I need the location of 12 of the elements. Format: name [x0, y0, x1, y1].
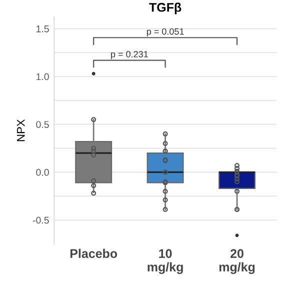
x-tick-label: 20 mg/kg: [219, 249, 255, 274]
chart-title: TGFβ: [149, 2, 182, 14]
y-tick-label: 0.0: [36, 168, 49, 176]
y-tick-label: 1.5: [36, 26, 49, 32]
annotation: p = 0.231: [111, 50, 148, 60]
y-tick-label: -0.5: [32, 216, 49, 224]
y-tick-label: 1.0: [36, 73, 49, 80]
x-tick-label: 10 mg/kg: [148, 249, 183, 274]
x-tick-label: Placebo: [70, 248, 118, 258]
y-tick-label: 0.5: [36, 121, 49, 128]
annotation: p = 0.051: [146, 28, 184, 36]
y-axis-title: NPX: [17, 119, 25, 142]
